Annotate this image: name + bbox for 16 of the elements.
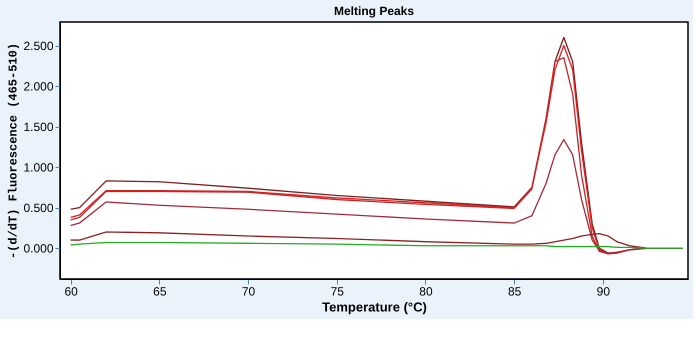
y-tick-label: 2.500 xyxy=(23,39,54,54)
y-axis-title: -(d/dT) Fluorescence (465-510) xyxy=(6,42,20,260)
y-tick-label: 1.000 xyxy=(23,160,54,175)
y-tick-label: 1.500 xyxy=(23,120,54,134)
x-tick-label: 70 xyxy=(242,284,256,298)
chart-title: Melting Peaks xyxy=(334,4,414,18)
x-tick-label: 75 xyxy=(330,284,344,298)
x-axis-title: Temperature (°C) xyxy=(322,300,427,314)
x-tick-label: 60 xyxy=(64,284,78,298)
x-tick-label: 90 xyxy=(596,284,610,298)
y-tick-label: 0.000 xyxy=(23,242,54,256)
x-tick-label: 80 xyxy=(419,284,433,298)
x-tick-label: 65 xyxy=(153,284,167,298)
x-tick-label: 85 xyxy=(508,284,522,298)
y-tick-label: 2.000 xyxy=(23,80,54,94)
y-tick-label: 0.500 xyxy=(23,201,54,216)
